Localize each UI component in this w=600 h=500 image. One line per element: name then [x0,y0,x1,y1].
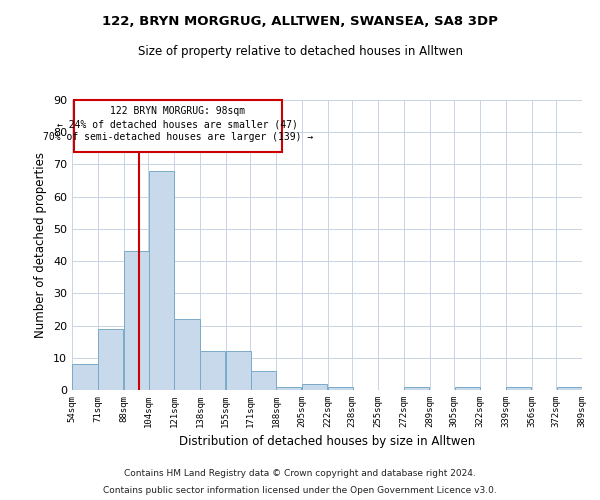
Bar [251,370,275,390]
Bar [149,171,173,390]
Text: Contains public sector information licensed under the Open Government Licence v3: Contains public sector information licen… [103,486,497,495]
Bar [328,387,353,390]
Bar [557,387,581,390]
Text: ← 24% of detached houses are smaller (47): ← 24% of detached houses are smaller (47… [58,120,298,130]
Bar [302,384,328,390]
Bar [277,387,301,390]
Text: 122, BRYN MORGRUG, ALLTWEN, SWANSEA, SA8 3DP: 122, BRYN MORGRUG, ALLTWEN, SWANSEA, SA8… [102,15,498,28]
Y-axis label: Number of detached properties: Number of detached properties [34,152,47,338]
Bar [175,319,199,390]
Text: 70% of semi-detached houses are larger (139) →: 70% of semi-detached houses are larger (… [43,132,313,142]
FancyBboxPatch shape [74,100,282,152]
Text: 122 BRYN MORGRUG: 98sqm: 122 BRYN MORGRUG: 98sqm [110,106,245,117]
Text: Size of property relative to detached houses in Alltwen: Size of property relative to detached ho… [137,45,463,58]
Bar [404,387,430,390]
Bar [124,252,149,390]
Bar [506,387,532,390]
X-axis label: Distribution of detached houses by size in Alltwen: Distribution of detached houses by size … [179,436,475,448]
Bar [455,387,479,390]
Text: Contains HM Land Registry data © Crown copyright and database right 2024.: Contains HM Land Registry data © Crown c… [124,468,476,477]
Bar [200,352,226,390]
Bar [226,352,251,390]
Bar [73,364,97,390]
Bar [98,329,124,390]
